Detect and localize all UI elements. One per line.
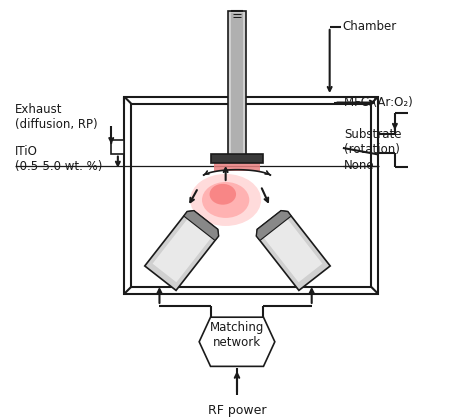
Bar [111, 141, 125, 153]
Polygon shape [199, 317, 275, 367]
Text: Matching
network: Matching network [210, 321, 264, 349]
Bar [125, 97, 378, 294]
Polygon shape [184, 211, 219, 241]
Bar [131, 103, 371, 287]
Ellipse shape [190, 174, 261, 226]
Text: None: None [344, 159, 374, 172]
Text: ITiO
(0.5-5.0 wt. %): ITiO (0.5-5.0 wt. %) [15, 145, 102, 173]
Bar [231, 13, 243, 153]
Text: Substrate
(rotation): Substrate (rotation) [344, 128, 401, 156]
Text: RF power: RF power [208, 404, 266, 417]
Polygon shape [256, 211, 291, 241]
Ellipse shape [210, 184, 236, 205]
Polygon shape [261, 216, 322, 282]
Ellipse shape [202, 182, 249, 218]
Bar [228, 11, 246, 155]
Polygon shape [153, 216, 214, 282]
Bar [210, 153, 264, 163]
Text: Chamber: Chamber [342, 20, 396, 33]
Polygon shape [256, 211, 330, 290]
Text: MFC (Ar:O₂): MFC (Ar:O₂) [344, 96, 412, 109]
Text: Exhaust
(diffusion, RP): Exhaust (diffusion, RP) [15, 103, 98, 131]
Polygon shape [145, 211, 219, 290]
Bar [214, 163, 260, 171]
